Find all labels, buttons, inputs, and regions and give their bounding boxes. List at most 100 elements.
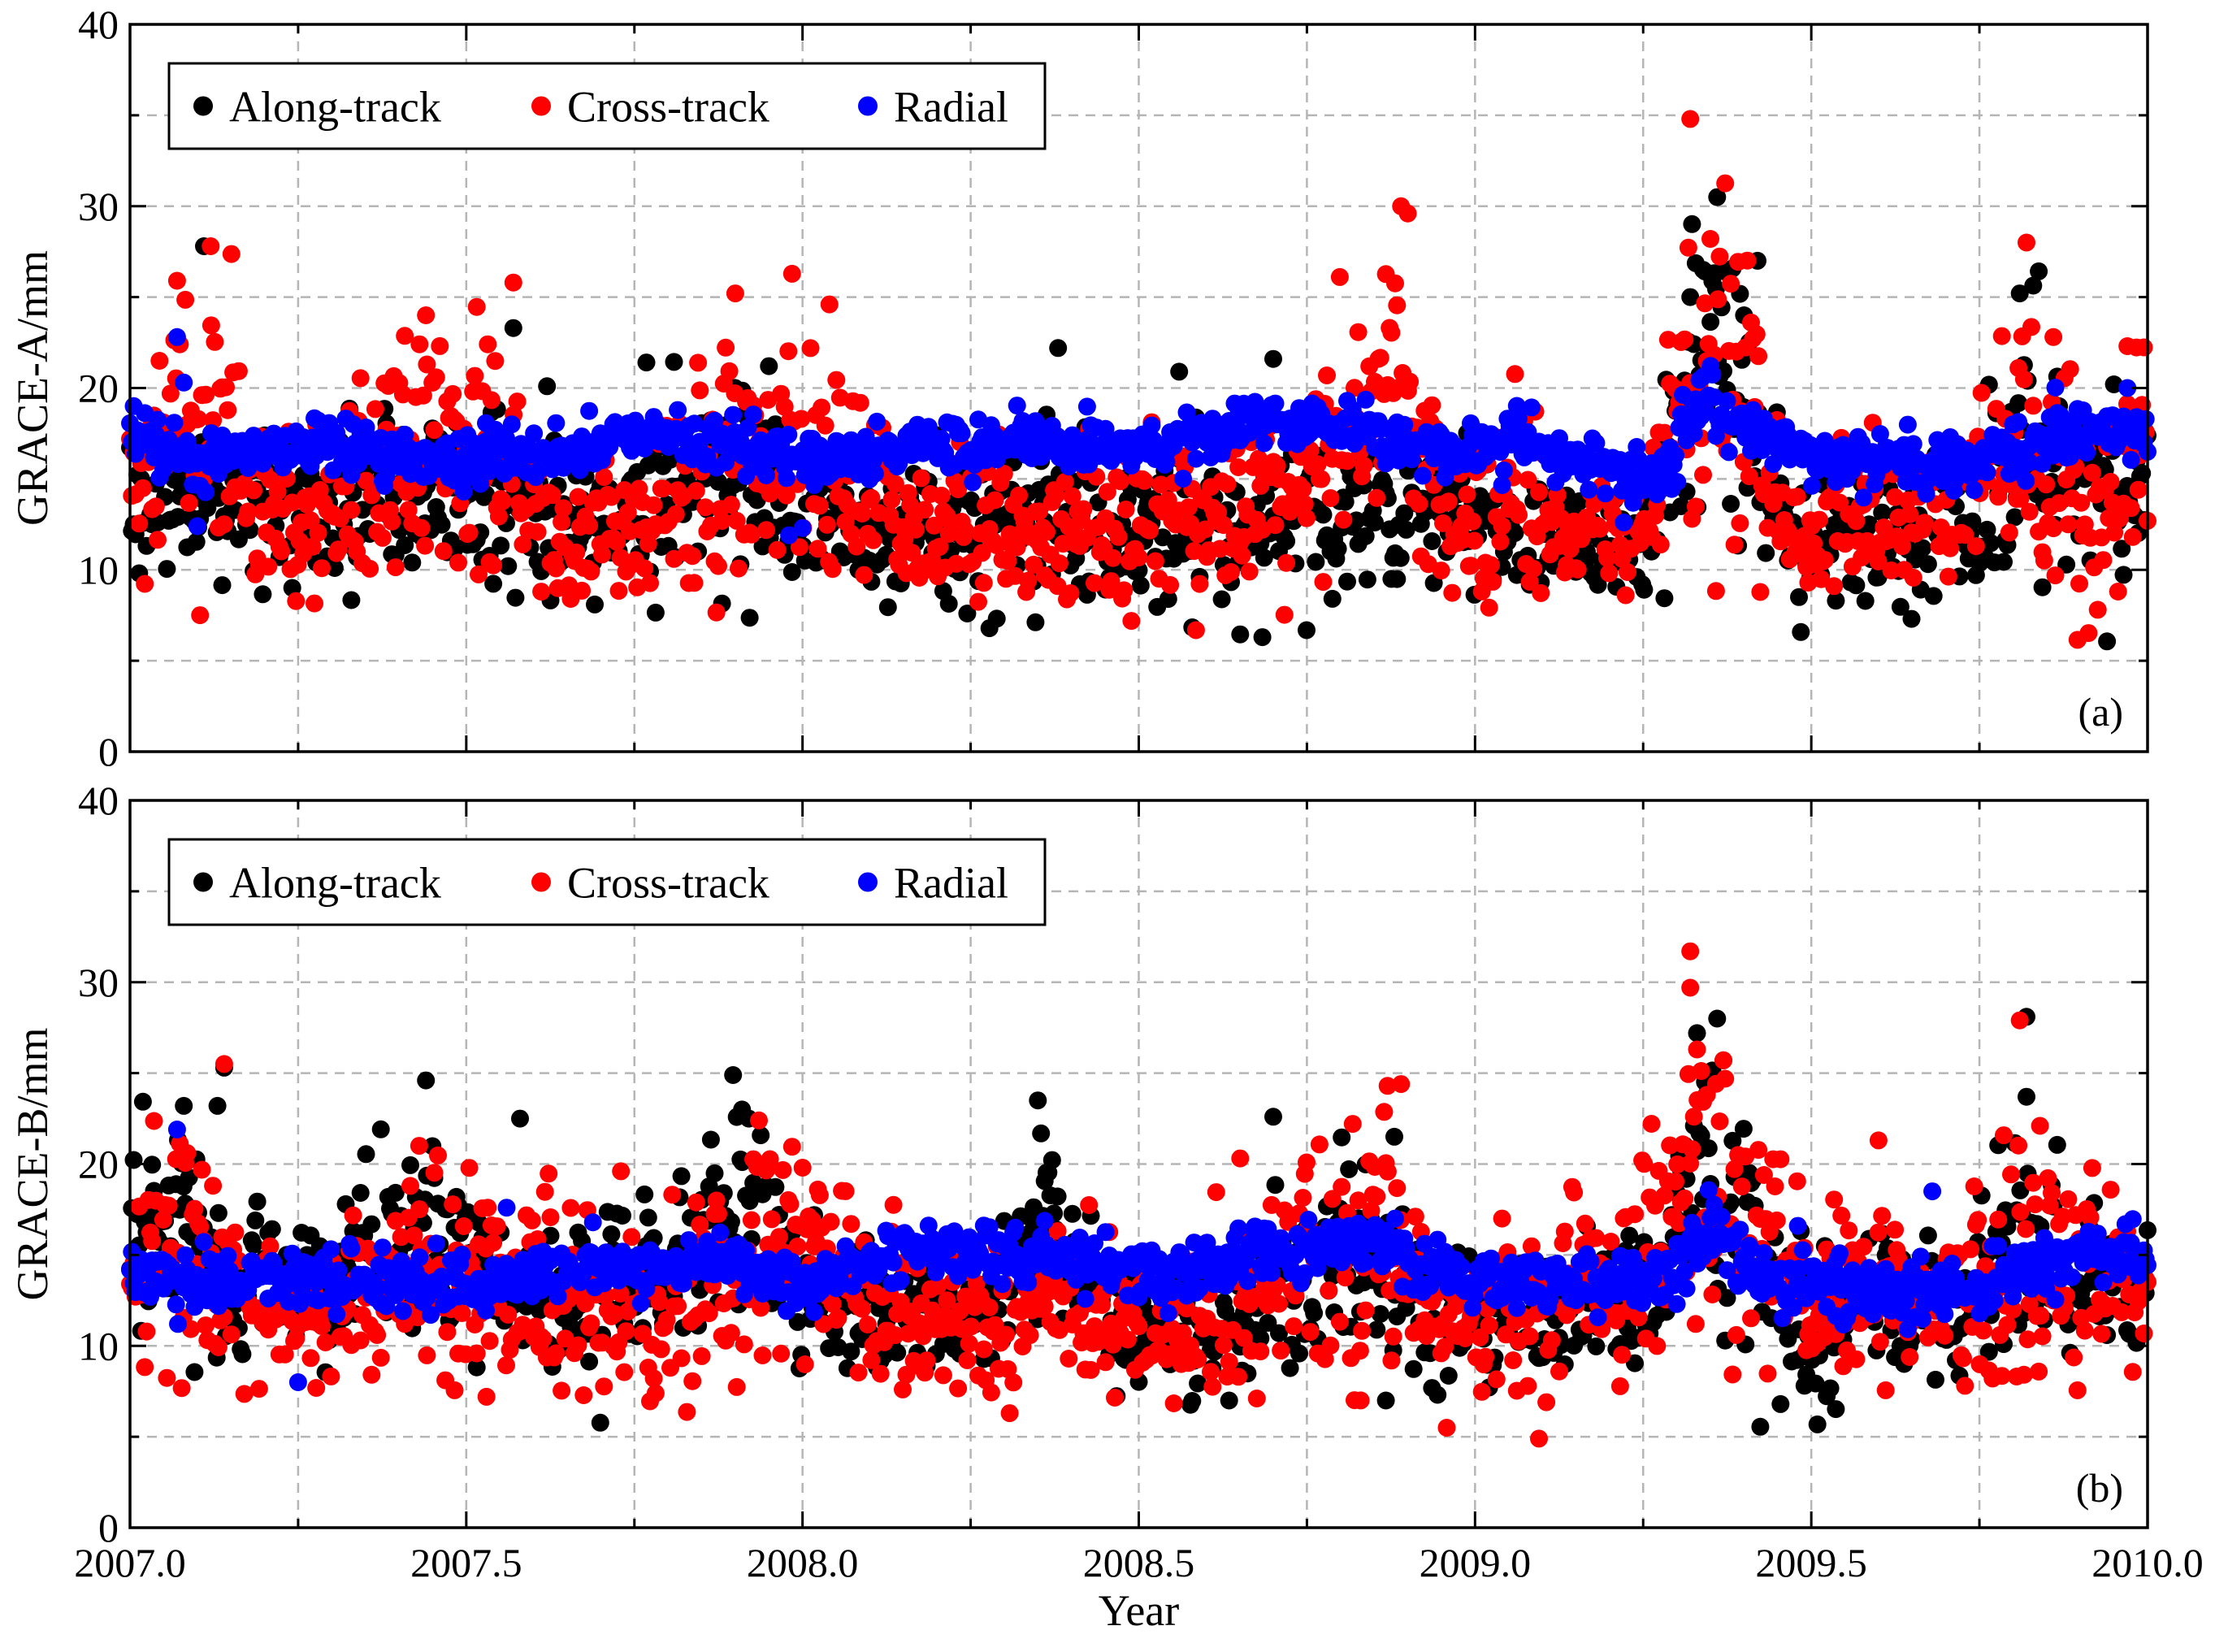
data-point [999, 552, 1017, 570]
data-point [1253, 628, 1272, 647]
data-point [1979, 1342, 1998, 1361]
data-point [150, 352, 169, 370]
data-point [454, 482, 473, 501]
data-point [2030, 262, 2048, 280]
data-point [782, 264, 801, 283]
data-point [2020, 502, 2039, 521]
data-point [691, 1216, 709, 1234]
data-point [1189, 1374, 1207, 1393]
data-point [829, 1308, 847, 1327]
data-point [1827, 1400, 1845, 1419]
data-point [960, 1334, 978, 1353]
data-point [444, 1195, 462, 1214]
data-point [2078, 444, 2096, 462]
data-point [1116, 501, 1135, 518]
data-point [1186, 621, 1205, 640]
data-point [969, 592, 987, 611]
data-point [1494, 461, 1513, 479]
legend-entry-radial: Radial [858, 83, 1008, 132]
data-point [1340, 1160, 1359, 1178]
data-point [1856, 592, 1875, 610]
data-point [615, 1363, 634, 1381]
data-point [847, 537, 866, 556]
data-point [1675, 330, 1694, 349]
data-point [886, 475, 904, 493]
data-point [772, 1344, 791, 1363]
data-point [444, 384, 462, 403]
data-point [1491, 532, 1510, 551]
data-point [1008, 397, 1026, 415]
data-point [399, 501, 418, 519]
data-point [1414, 466, 1432, 485]
data-point [987, 536, 1006, 555]
data-point [740, 609, 759, 627]
data-point [1231, 625, 1250, 644]
data-point [342, 591, 361, 609]
data-point [1398, 204, 1417, 223]
data-point [1914, 539, 1932, 557]
data-point [1924, 587, 1943, 605]
data-point [1277, 553, 1296, 572]
data-point [226, 1223, 245, 1242]
data-point [1109, 527, 1128, 546]
data-point [504, 319, 522, 337]
legend-entry-cross-track: Cross-track [531, 83, 769, 132]
data-point [508, 392, 527, 411]
data-point [418, 355, 436, 374]
data-point [417, 1071, 436, 1090]
data-point [752, 1299, 770, 1317]
data-point [1462, 557, 1480, 575]
data-point [810, 1186, 829, 1204]
data-point [1530, 483, 1548, 501]
data-point [1734, 1120, 1753, 1138]
data-point [958, 605, 977, 622]
data-point [906, 520, 925, 539]
data-point [309, 523, 327, 542]
data-point [2061, 360, 2079, 379]
data-point [1312, 470, 1331, 488]
data-point [1854, 488, 1873, 507]
data-point [191, 1217, 210, 1236]
data-point [373, 528, 392, 547]
data-point [1956, 526, 1974, 544]
data-point [1519, 470, 1537, 489]
data-point [511, 1109, 529, 1128]
data-point [1222, 563, 1240, 581]
data-point [222, 1325, 241, 1344]
data-point [820, 295, 839, 314]
data-point [851, 393, 869, 412]
data-point [137, 1322, 156, 1341]
data-point [1161, 575, 1180, 594]
data-point [1847, 512, 1866, 531]
data-point [717, 338, 735, 357]
data-point [303, 537, 322, 556]
data-point [1747, 325, 1766, 344]
data-point [1404, 1359, 1423, 1378]
data-point [1823, 459, 1841, 478]
data-point [1493, 476, 1511, 494]
data-point [1329, 540, 1347, 558]
legend-label: Along-track [229, 83, 441, 132]
data-point [245, 1235, 263, 1254]
data-point [1893, 537, 1912, 556]
data-point [862, 488, 881, 507]
data-point [1330, 267, 1349, 286]
data-point [2118, 337, 2137, 355]
data-point [136, 1358, 154, 1377]
data-point [1220, 1391, 1238, 1410]
data-point [689, 353, 708, 372]
data-point [1141, 521, 1160, 540]
data-point [484, 575, 503, 593]
data-point [543, 486, 561, 505]
data-point [2037, 475, 2056, 494]
data-point [685, 414, 704, 433]
data-point [2114, 566, 2133, 584]
data-point [1211, 540, 1229, 558]
data-point [445, 1381, 464, 1399]
data-point [268, 483, 287, 501]
data-point [488, 1217, 506, 1236]
data-point [1568, 560, 1587, 579]
series-radial [121, 327, 2156, 544]
data-point [246, 1211, 265, 1229]
